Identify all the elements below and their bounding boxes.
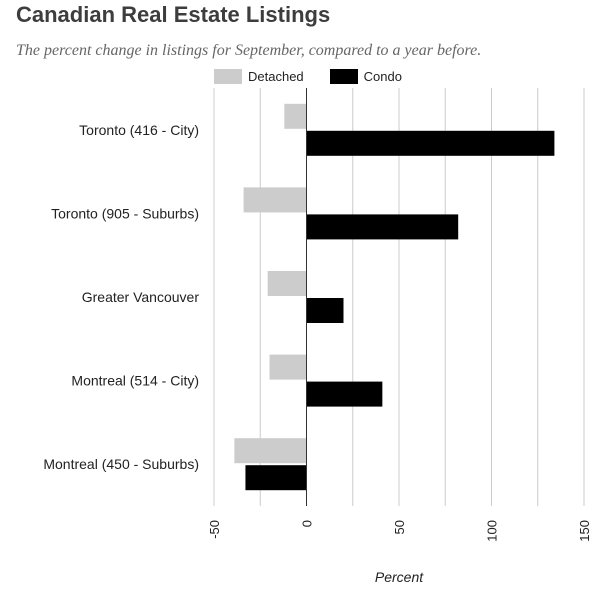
category-label-greater-vancouver: Greater Vancouver xyxy=(82,289,200,305)
x-tick-label-100: 100 xyxy=(485,520,500,542)
category-label-montreal-450-suburbs: Montreal (450 - Suburbs) xyxy=(43,456,199,472)
labels: Toronto (416 - City) Toronto (905 - Subur… xyxy=(43,122,592,585)
bars xyxy=(234,103,555,491)
x-tick-label-neg50: -50 xyxy=(207,520,222,539)
x-tick-label-150: 150 xyxy=(577,520,592,542)
legend-label-condo: Condo xyxy=(363,68,402,84)
gridlines xyxy=(213,88,585,506)
bar-detached-toronto-905-suburbs xyxy=(243,187,307,213)
legend-swatch-detached xyxy=(214,68,242,84)
legend-item-detached: Detached xyxy=(214,68,304,84)
legend-item-condo: Condo xyxy=(329,68,402,84)
category-label-montreal-514-city: Montreal (514 - City) xyxy=(71,373,199,389)
chart-title: Canadian Real Estate Listings xyxy=(16,2,331,27)
x-tick-label-0: 0 xyxy=(300,520,315,527)
legend-label-detached: Detached xyxy=(248,68,304,84)
chart-legend: Detached Condo xyxy=(214,68,428,84)
x-tick-label-50: 50 xyxy=(392,520,407,534)
bar-condo-toronto-416-city xyxy=(306,130,555,156)
bar-condo-toronto-905-suburbs xyxy=(306,214,459,240)
x-axis-title: Percent xyxy=(375,569,424,585)
category-label-toronto-905-suburbs: Toronto (905 - Suburbs) xyxy=(51,205,199,221)
bar-detached-toronto-416-city xyxy=(284,103,307,129)
category-label-toronto-416-city: Toronto (416 - City) xyxy=(79,122,199,138)
bar-detached-montreal-450-suburbs xyxy=(234,438,307,464)
bar-condo-montreal-514-city xyxy=(306,381,383,407)
bar-condo-montreal-450-suburbs xyxy=(245,465,307,491)
legend-swatch-condo xyxy=(329,68,358,84)
bar-detached-greater-vancouver xyxy=(267,271,307,296)
chart-subtitle: The percent change in listings for Septe… xyxy=(16,42,482,59)
bar-condo-greater-vancouver xyxy=(306,298,344,323)
bar-detached-montreal-514-city xyxy=(269,354,307,380)
